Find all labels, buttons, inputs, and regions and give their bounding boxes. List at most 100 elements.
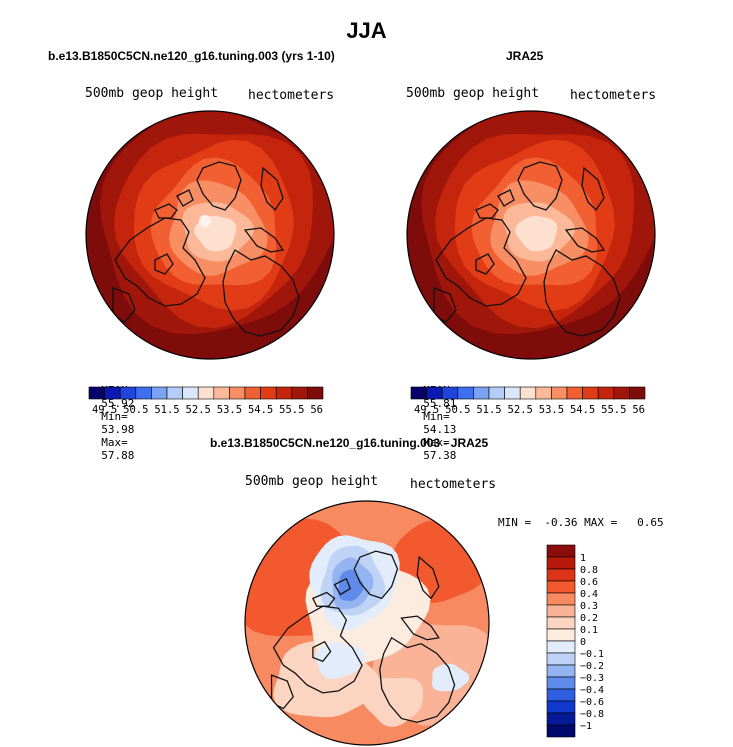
panel2-coastline [564,227,606,253]
panel3-colorbar-box [546,556,576,570]
panel1-colorbar-box [291,386,308,400]
panel3-coastline [272,605,363,694]
panel1-colorbar-label: 49.5 [92,404,117,416]
panel2-colorbar-box [613,386,630,400]
panel1-colorbar-box [104,386,121,400]
panel3-colorbar-box [546,688,576,702]
panel3-colorbar-box [546,568,576,582]
panel1-colorbar-label: 56.5 [310,404,324,416]
panel3-colorbar-box [546,712,576,726]
panel1-variable-label: 500mb geop height [85,86,219,101]
panel3-colorbar-label: 0.8 [580,565,598,576]
panel2-colorbar-box [504,386,521,400]
panel1-colorbar-box [166,386,183,400]
panel3-coastline [312,591,336,607]
panel1-colorbar-box [244,386,261,400]
panel2-coastline [581,166,605,212]
panel2-colorbar-box [551,386,568,400]
panel3-colorbar-box [546,580,576,594]
panel3-polar-map [244,500,490,746]
panel1-colorbar-label: 52.5 [186,404,211,416]
panel2-coastline [543,249,621,337]
panel1-colorbar-box [135,386,152,400]
panel2-contour-fill [515,216,558,252]
figure-title: JJA [346,18,387,43]
panel2-colorbar-label: 56.5 [632,404,646,416]
panel1-coastline [222,249,300,337]
panel2-colorbar: 49.5 50.5 51.5 52.5 53.5 54.5 55.5 56.5 [410,386,646,416]
panel3-colorbar-label: 1 [580,553,586,564]
panel2-colorbar-box [597,386,615,400]
panel1-contour-fill [199,215,211,227]
panel3-colorbar: 10.80.60.40.30.20.10−0.1−0.2−0.3−0.4−0.6… [546,544,604,738]
panel3-coastline [416,555,440,600]
panel2-colorbar-box [457,386,474,400]
panel3-coastline [379,636,456,724]
panel1-coastline [260,166,284,212]
panel3-colorbar-box [546,676,576,690]
panel1-colorbar-label: 55.5 [279,404,304,416]
panel2-colorbar-label: 53.5 [539,404,564,416]
panel1-colorbar-box [260,386,277,400]
panel1-colorbar-box [229,386,246,400]
panel2-colorbar-label: 52.5 [508,404,533,416]
panel2-stats: MEAN= 55.81 Min= 54.13 Max= 57.38 [410,371,456,462]
panel3-colorbar-box [546,592,576,606]
panel1-colorbar-box [182,386,199,400]
panel3-colorbar-box [546,616,576,630]
panel3-coastline [333,577,352,596]
panel3-contour-fill [432,663,470,692]
panel2-coastline [517,161,563,211]
panel1-colorbar-label: 51.5 [154,404,179,416]
panel2-units-label: hectometers [570,88,657,103]
panel2-colorbar-label: 55.5 [601,404,626,416]
panel3-contour-fill [315,641,366,679]
panel3-colorbar-label: 0.4 [580,589,598,600]
panel2-mean-value: 55.81 [423,397,457,410]
panel1-colorbar: 49.5 50.5 51.5 52.5 53.5 54.5 55.5 56.5 [88,386,324,416]
panel3-colorbar-box [546,544,576,558]
panel2-colorbar-label: 54.5 [570,404,595,416]
panel3-units-label: hectometers [410,477,497,492]
panel2-coastline [475,203,499,219]
panel3-colorbar-box [546,652,576,666]
panel2-colorbar-box [629,386,646,400]
panel1-units-label: hectometers [248,88,335,103]
panel3-colorbar-box [546,664,576,678]
panel3-contour-fill [363,677,424,727]
panel2-colorbar-label: 51.5 [476,404,501,416]
panel2-coastline [497,189,515,207]
panel3-coastline [353,550,399,600]
panel1-colorbar-box [88,386,105,400]
panel2-coastline [475,253,495,275]
panel1-mean-value: 55.92 [101,397,135,410]
panel2-colorbar-box [535,386,552,400]
panel1-stats: MEAN= 55.92 Min= 53.98 Max= 57.88 [88,371,134,462]
panel2-map-border [406,110,656,360]
panel1-min-value: 53.98 [101,423,135,436]
panel1-min-label: Min= [101,410,128,423]
panel3-colorbar-box [546,724,576,738]
panel2-variable-label: 500mb geop height [406,86,540,101]
panel2-max-label: Max= [423,436,450,449]
panel2-colorbar-label: 50.5 [445,404,470,416]
panel3-colorbar-box [546,700,576,714]
panel3-case-title: b.e13.B1850C5CN.ne120_g16.tuning.003 - J… [210,436,489,450]
panel2-coastline [435,217,527,307]
panel1-max-label: Max= [101,436,128,449]
panel3-colorbar-box [546,640,576,654]
panel2-colorbar-box [473,386,490,400]
panel1-coastline [154,203,178,219]
panel2-colorbar-box [582,386,599,400]
panel2-max-value: 57.38 [423,449,457,462]
panel1-colorbar-label: 54.5 [248,404,273,416]
panel2-min-value: 54.13 [423,423,457,436]
panel3-colorbar-label: −0.6 [580,697,604,708]
panel3-colorbar-box [546,628,576,642]
panel2-colorbar-box [441,386,459,400]
panel1-coastline [176,189,194,207]
panel2-case-title: JRA25 [506,49,544,63]
panel1-colorbar-box [197,386,215,400]
panel3-map-border [244,500,490,746]
panel1-map-border [85,110,335,360]
